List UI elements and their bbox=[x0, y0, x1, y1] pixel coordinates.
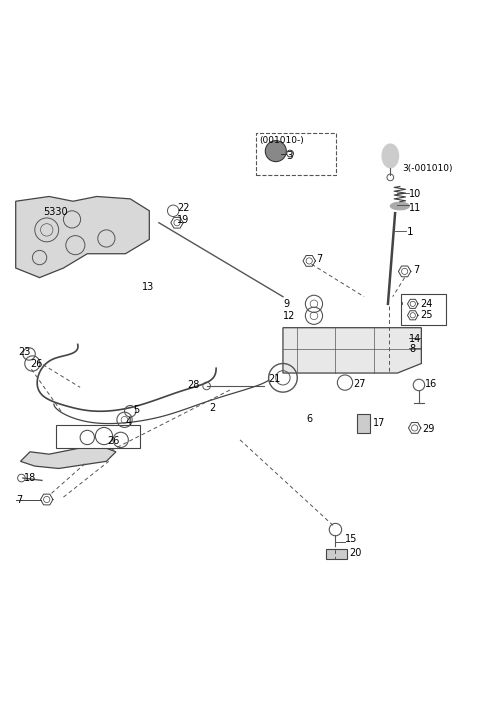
Text: 21: 21 bbox=[269, 374, 281, 384]
FancyBboxPatch shape bbox=[401, 294, 446, 325]
Text: 11: 11 bbox=[409, 204, 421, 214]
Text: 4: 4 bbox=[125, 417, 132, 427]
Text: (001010-): (001010-) bbox=[259, 136, 304, 145]
Text: 23: 23 bbox=[18, 347, 30, 356]
Circle shape bbox=[266, 142, 285, 161]
Text: 27: 27 bbox=[354, 379, 366, 388]
Ellipse shape bbox=[390, 202, 409, 210]
Ellipse shape bbox=[382, 144, 399, 168]
Text: 15: 15 bbox=[345, 534, 358, 544]
Text: 9: 9 bbox=[283, 299, 289, 309]
Bar bbox=[326, 549, 348, 559]
Text: 7: 7 bbox=[316, 254, 323, 263]
Text: 19: 19 bbox=[177, 215, 189, 225]
Polygon shape bbox=[21, 445, 116, 468]
Text: 22: 22 bbox=[177, 204, 190, 214]
Polygon shape bbox=[283, 328, 421, 373]
FancyBboxPatch shape bbox=[256, 134, 336, 174]
Bar bbox=[56, 425, 140, 449]
Text: 5330: 5330 bbox=[43, 206, 68, 217]
Text: 26: 26 bbox=[30, 359, 42, 369]
Text: 7: 7 bbox=[413, 265, 420, 276]
Text: 25: 25 bbox=[420, 310, 433, 321]
Text: 26: 26 bbox=[108, 435, 120, 446]
Text: 29: 29 bbox=[422, 425, 435, 434]
Text: 16: 16 bbox=[425, 379, 437, 390]
Text: 28: 28 bbox=[188, 380, 200, 390]
Text: 17: 17 bbox=[372, 418, 385, 428]
Polygon shape bbox=[16, 196, 149, 278]
Text: 24: 24 bbox=[420, 299, 433, 309]
Text: 3: 3 bbox=[286, 151, 293, 161]
Text: 18: 18 bbox=[24, 473, 36, 483]
Text: 13: 13 bbox=[142, 282, 155, 292]
Text: 1: 1 bbox=[407, 228, 414, 237]
Text: 6: 6 bbox=[307, 414, 313, 425]
Text: 14: 14 bbox=[409, 334, 421, 344]
Text: 12: 12 bbox=[283, 310, 295, 321]
Text: 20: 20 bbox=[349, 548, 361, 558]
Text: 10: 10 bbox=[409, 189, 421, 199]
Text: 7: 7 bbox=[16, 494, 22, 505]
Bar bbox=[357, 414, 370, 433]
Text: 8: 8 bbox=[409, 344, 416, 354]
Text: 3(-001010): 3(-001010) bbox=[402, 164, 453, 173]
Text: 5: 5 bbox=[133, 405, 139, 415]
Text: 2: 2 bbox=[209, 403, 215, 413]
